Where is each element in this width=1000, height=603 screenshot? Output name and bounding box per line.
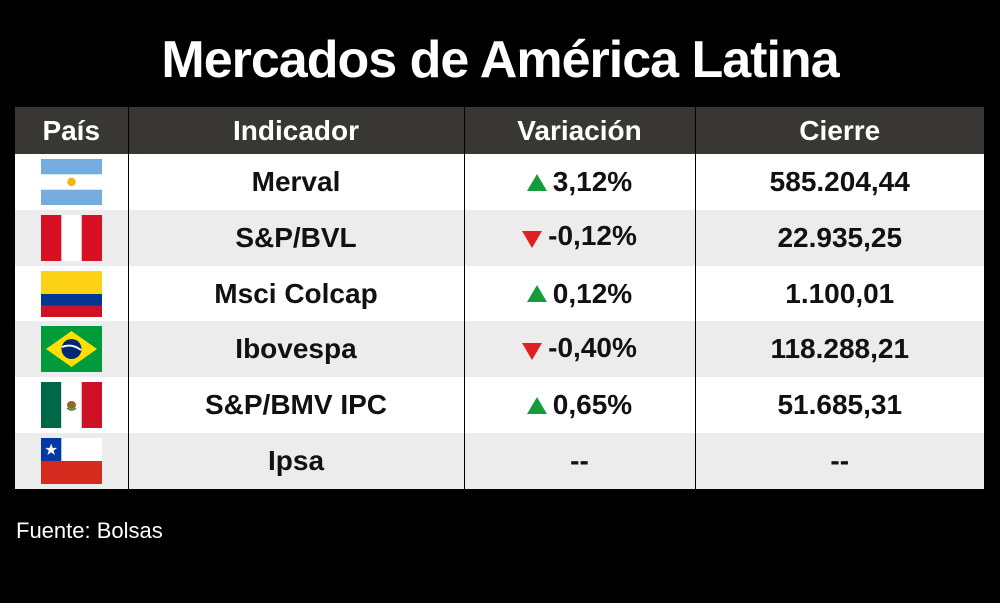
colombia-flag-icon <box>40 270 102 317</box>
change-cell: 0,12% <box>463 265 695 322</box>
indicator-cell: S&P/BVL <box>127 209 464 266</box>
table-row: S&P/BMV IPC 0,65% 51.685,31 <box>15 377 984 434</box>
mexico-flag-icon <box>40 382 102 429</box>
table-header-row: País Indicador Variación Cierre <box>15 107 984 154</box>
close-cell: 118.288,21 <box>694 321 984 378</box>
indicator-cell: Ipsa <box>127 433 464 489</box>
table-row: S&P/BVL -0,12% 22.935,25 <box>15 209 984 266</box>
arrow-down-icon <box>522 230 543 248</box>
close-cell: 1.100,01 <box>694 265 984 322</box>
chile-flag-icon <box>40 438 102 485</box>
arrow-up-icon <box>526 173 547 191</box>
close-cell: 585.204,44 <box>694 154 984 210</box>
change-value: -0,40% <box>548 332 637 364</box>
change-value: -0,12% <box>548 220 637 252</box>
change-cell: 0,65% <box>463 377 695 434</box>
arrow-down-icon <box>522 342 543 360</box>
column-header-change: Variación <box>463 107 695 154</box>
table-row: Merval 3,12% 585.204,44 <box>15 154 984 210</box>
country-cell <box>15 209 128 266</box>
change-value: 0,65% <box>552 389 633 421</box>
arrow-up-icon <box>526 285 547 303</box>
source-note: Fuente: Bolsas <box>16 518 163 543</box>
column-header-close: Cierre <box>694 107 984 154</box>
column-header-indicator: Indicador <box>127 107 464 154</box>
change-value: 0,12% <box>552 277 633 309</box>
country-cell <box>15 154 128 210</box>
change-cell: -- <box>463 433 695 489</box>
table-row: Msci Colcap 0,12% 1.100,01 <box>15 265 984 322</box>
change-value: 3,12% <box>552 166 633 198</box>
markets-table: País Indicador Variación Cierre Merval <box>15 107 984 489</box>
indicator-cell: Msci Colcap <box>127 265 464 322</box>
argentina-flag-icon <box>40 158 102 205</box>
peru-flag-icon <box>40 214 102 261</box>
page-title: Mercados de América Latina <box>161 31 839 89</box>
close-cell: 22.935,25 <box>694 209 984 266</box>
brazil-flag-icon <box>40 326 102 373</box>
table-row: Ipsa -- -- <box>15 433 984 489</box>
country-cell <box>15 265 128 322</box>
arrow-up-icon <box>526 396 547 414</box>
country-cell <box>15 377 128 434</box>
change-cell: -0,40% <box>463 321 695 378</box>
country-cell <box>15 433 128 489</box>
country-cell <box>15 321 128 378</box>
close-cell: 51.685,31 <box>694 377 984 434</box>
close-cell: -- <box>694 433 984 489</box>
table-row: Ibovespa -0,40% 118.288,21 <box>15 321 984 378</box>
indicator-cell: S&P/BMV IPC <box>127 377 464 434</box>
change-cell: 3,12% <box>463 154 695 210</box>
indicator-cell: Merval <box>127 154 464 210</box>
column-header-country: País <box>15 107 128 154</box>
indicator-cell: Ibovespa <box>127 321 464 378</box>
change-cell: -0,12% <box>463 209 695 266</box>
